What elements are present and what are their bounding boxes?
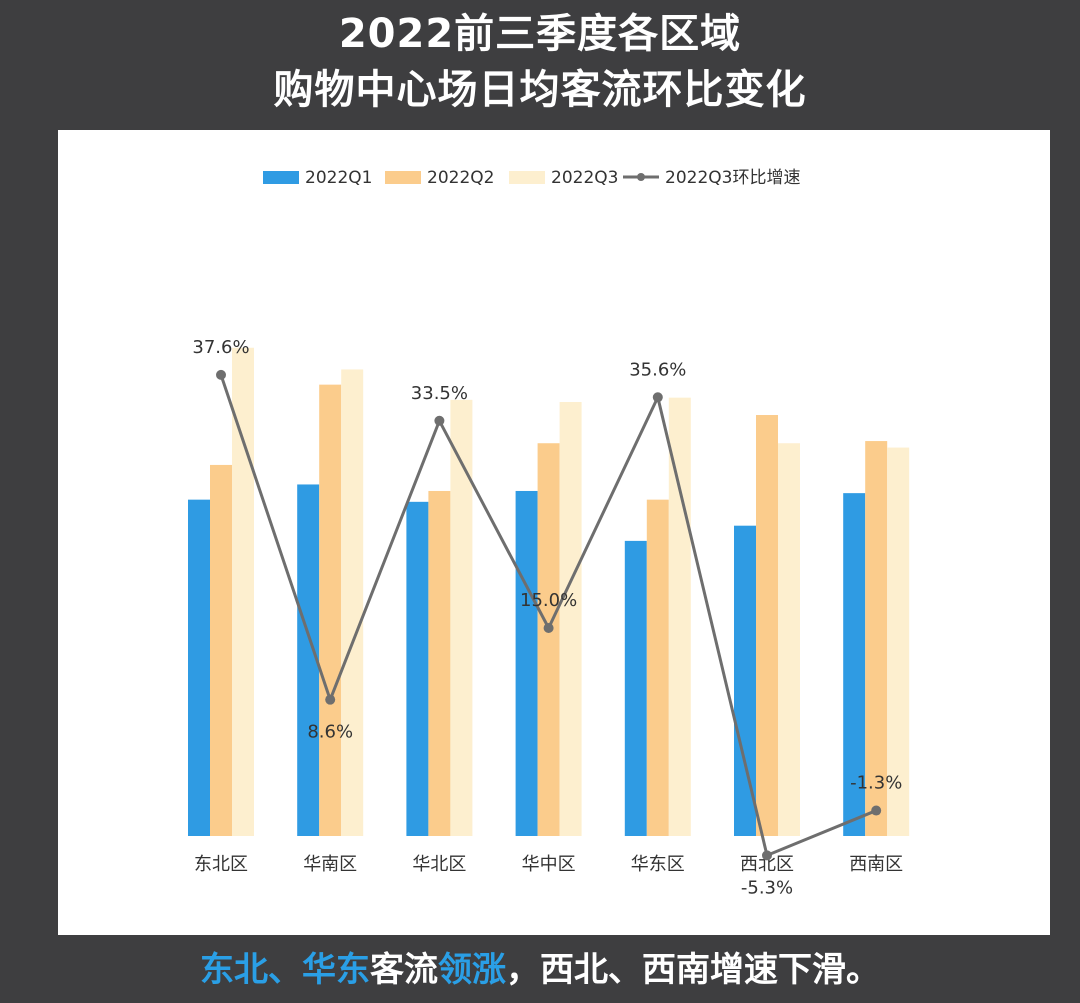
- bar-2022Q1-华南区: [297, 484, 320, 836]
- x-tick-label: 华南区: [303, 854, 357, 875]
- caption-highlight-rise: 领涨: [438, 950, 506, 990]
- legend-swatch-2022Q3: [509, 171, 545, 184]
- caption: 东北、华东客流领涨，西北、西南增速下滑。: [0, 940, 1080, 1000]
- growth-data-label: -5.3%: [741, 877, 793, 898]
- bar-2022Q3-西南区: [887, 447, 910, 836]
- bar-2022Q3-西北区: [778, 443, 800, 836]
- growth-point: [543, 623, 554, 633]
- bar-2022Q2-西北区: [756, 415, 778, 836]
- x-tick-label: 东北区: [194, 854, 248, 875]
- growth-point: [434, 415, 445, 426]
- x-tick-label: 华北区: [412, 854, 466, 875]
- growth-point: [216, 369, 226, 380]
- bar-2022Q2-东北区: [210, 464, 232, 836]
- caption-text-rest: ，西北、西南增速下滑。: [506, 950, 880, 990]
- bar-2022Q1-华中区: [515, 490, 538, 836]
- legend-swatch-2022Q1: [263, 171, 299, 184]
- chart-title: 2022前三季度各区域 购物中心场日均客流环比变化: [0, 0, 1080, 125]
- bar-2022Q3-东北区: [232, 347, 254, 836]
- legend-label: 2022Q1: [305, 168, 372, 188]
- caption-text-flow: 客流: [370, 950, 438, 990]
- title-line-2: 购物中心场日均客流环比变化: [273, 67, 807, 113]
- legend-label: 2022Q3: [551, 168, 618, 188]
- x-tick-label: 华中区: [522, 854, 576, 875]
- bar-2022Q1-东北区: [188, 499, 210, 836]
- bar-2022Q2-华北区: [428, 490, 451, 836]
- bar-2022Q1-西南区: [843, 493, 866, 836]
- bar-2022Q1-华东区: [624, 540, 647, 836]
- legend-label: 2022Q2: [427, 168, 494, 188]
- legend-line-marker: [637, 173, 645, 181]
- bar-2022Q3-华中区: [559, 402, 582, 836]
- growth-data-label: 37.6%: [192, 337, 249, 358]
- legend-swatch-2022Q2: [385, 171, 421, 184]
- bar-2022Q3-华北区: [450, 399, 473, 836]
- growth-data-label: 15.0%: [520, 590, 577, 611]
- bar-2022Q2-华中区: [537, 443, 560, 836]
- growth-point: [762, 850, 772, 861]
- title-line-1: 2022前三季度各区域: [338, 11, 742, 57]
- growth-data-label: 33.5%: [411, 383, 468, 404]
- x-tick-label: 西北区: [740, 854, 794, 875]
- bar-2022Q2-华南区: [319, 384, 342, 836]
- caption-highlight-regions: 东北、华东: [200, 950, 370, 990]
- x-tick-label: 西南区: [849, 854, 903, 875]
- x-tick-label: 华东区: [631, 854, 685, 875]
- growth-data-label: 35.6%: [629, 359, 686, 380]
- bar-2022Q1-华北区: [406, 501, 429, 836]
- growth-point: [652, 392, 663, 403]
- growth-point: [325, 694, 336, 705]
- bar-2022Q1-西北区: [734, 525, 756, 836]
- growth-point: [871, 805, 882, 816]
- bar-2022Q2-西南区: [865, 441, 888, 836]
- growth-data-label: -1.3%: [850, 773, 902, 794]
- growth-data-label: 8.6%: [307, 722, 353, 743]
- legend-label: 2022Q3环比增速: [665, 168, 800, 188]
- bar-2022Q3-华南区: [341, 369, 364, 836]
- bar-2022Q2-华东区: [646, 499, 669, 836]
- chart-panel: 2022Q1 2022Q2 2022Q3 2022Q3环比增速东北区 华南区 华北区 华中区…: [58, 130, 1050, 935]
